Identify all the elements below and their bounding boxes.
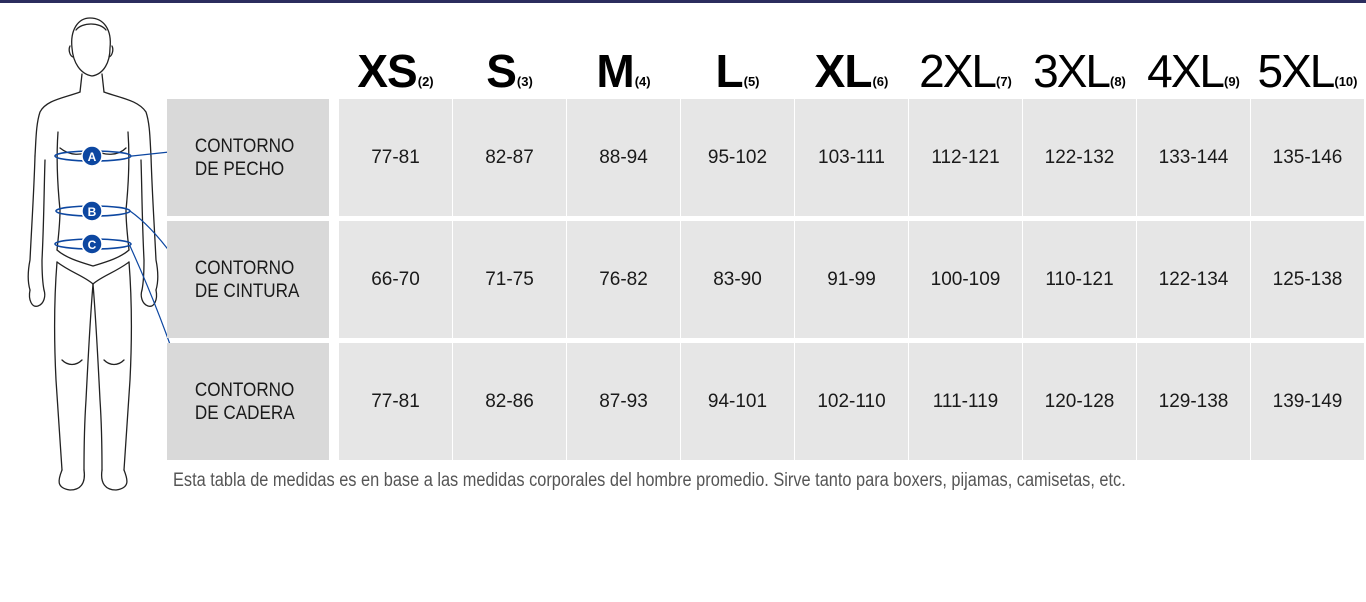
table-cell: 111-119 <box>909 343 1022 460</box>
row-label-pecho: CONTORNO DE PECHO <box>167 99 329 216</box>
size-label: 2XL <box>919 45 997 97</box>
size-header-4xl: 4XL (9) <box>1137 42 1250 94</box>
size-label: L <box>715 45 744 97</box>
row-label-line2: DE CINTURA <box>194 280 300 302</box>
row-label-line2: DE PECHO <box>194 158 285 180</box>
table-cell: 139-149 <box>1251 343 1364 460</box>
marker-c-icon: C <box>81 233 103 255</box>
table-cell: 95-102 <box>681 99 794 216</box>
row-label-cintura: CONTORNO DE CINTURA <box>167 221 329 338</box>
table-cell: 82-87 <box>453 99 566 216</box>
size-number: (4) <box>634 74 651 89</box>
size-label: XS <box>357 45 417 97</box>
svg-text:C: C <box>88 238 97 252</box>
size-label: 5XL <box>1257 45 1336 97</box>
size-label: 4XL <box>1147 45 1225 97</box>
row-label-cadera: CONTORNO DE CADERA <box>167 343 329 460</box>
table-cell: 71-75 <box>453 221 566 338</box>
size-label: S <box>486 45 517 97</box>
table-cell: 88-94 <box>567 99 680 216</box>
size-header-xs: XS (2) <box>339 42 452 94</box>
table-cell: 87-93 <box>567 343 680 460</box>
table-cell: 112-121 <box>909 99 1022 216</box>
table-cell: 120-128 <box>1023 343 1136 460</box>
size-label: M <box>596 45 634 97</box>
size-header-m: M (4) <box>567 42 680 94</box>
table-cell: 100-109 <box>909 221 1022 338</box>
size-number: (2) <box>417 74 434 89</box>
table-cell: 125-138 <box>1251 221 1364 338</box>
table-cell: 103-111 <box>795 99 908 216</box>
size-number: (8) <box>1109 74 1126 89</box>
row-label-line1: CONTORNO <box>194 379 295 401</box>
table-cell: 102-110 <box>795 343 908 460</box>
marker-a-icon: A <box>81 145 103 167</box>
table-cell: 66-70 <box>339 221 452 338</box>
row-label-line2: DE CADERA <box>194 402 295 424</box>
row-label-line1: CONTORNO <box>194 135 295 157</box>
svg-text:B: B <box>88 205 97 219</box>
table-cell: 82-86 <box>453 343 566 460</box>
table-cell: 94-101 <box>681 343 794 460</box>
size-header-3xl: 3XL (8) <box>1023 42 1136 94</box>
top-bar <box>0 0 1366 3</box>
size-header-l: L (5) <box>681 42 794 94</box>
table-cell: 77-81 <box>339 343 452 460</box>
size-number: (9) <box>1223 74 1240 89</box>
row-label-line1: CONTORNO <box>194 257 295 279</box>
table-cell: 129-138 <box>1137 343 1250 460</box>
size-header-2xl: 2XL (7) <box>909 42 1022 94</box>
size-label: XL <box>814 45 873 97</box>
body-figure: A B C <box>27 17 189 491</box>
table-cell: 91-99 <box>795 221 908 338</box>
table-cell: 122-134 <box>1137 221 1250 338</box>
footnote: Esta tabla de medidas es en base a las m… <box>173 470 1126 491</box>
size-number: (6) <box>872 74 889 89</box>
size-number: (7) <box>995 74 1012 89</box>
size-number: (5) <box>743 74 760 89</box>
size-number: (3) <box>516 74 533 89</box>
svg-text:A: A <box>88 150 97 164</box>
size-label: 3XL <box>1033 45 1111 97</box>
table-cell: 135-146 <box>1251 99 1364 216</box>
table-cell: 77-81 <box>339 99 452 216</box>
marker-b-icon: B <box>81 200 103 222</box>
table-cell: 83-90 <box>681 221 794 338</box>
size-number: (10) <box>1334 74 1358 89</box>
size-header-5xl: 5XL (10) <box>1251 42 1364 94</box>
table-cell: 122-132 <box>1023 99 1136 216</box>
table-cell: 110-121 <box>1023 221 1136 338</box>
table-cell: 76-82 <box>567 221 680 338</box>
size-header-xl: XL (6) <box>795 42 908 94</box>
size-header-s: S (3) <box>453 42 566 94</box>
table-cell: 133-144 <box>1137 99 1250 216</box>
